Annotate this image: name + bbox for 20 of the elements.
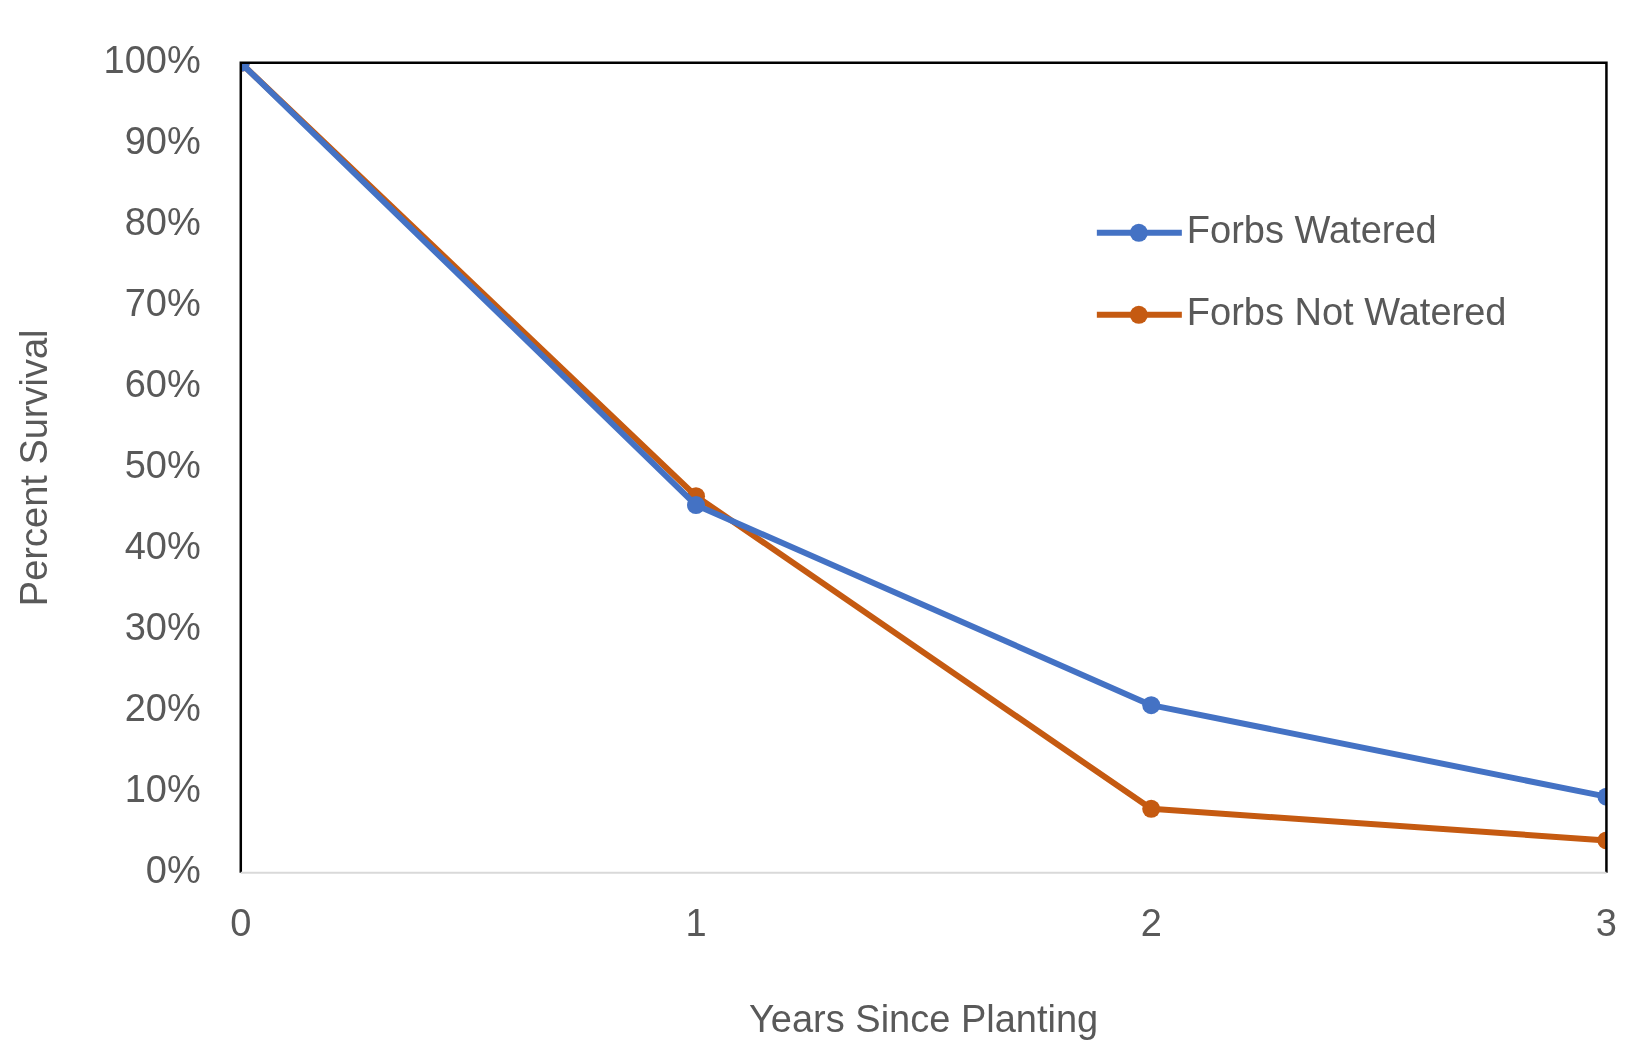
point — [687, 496, 705, 515]
y-tick-label: 20% — [124, 687, 201, 730]
x-tick-label: 0 — [230, 902, 252, 945]
y-tick-label: 0% — [145, 849, 201, 892]
y-tick-label: 10% — [124, 768, 201, 811]
y-axis-title: Percent Survival — [13, 329, 56, 607]
y-tick-label: 30% — [124, 606, 201, 649]
y-tick-label: 100% — [103, 39, 201, 82]
legend-label: Forbs Watered — [1186, 209, 1437, 252]
legend-label: Forbs Not Watered — [1186, 291, 1507, 334]
y-tick-label: 40% — [124, 525, 201, 568]
y-tick-label: 70% — [124, 282, 201, 325]
y-tick-label: 50% — [124, 444, 201, 487]
x-tick-label: 2 — [1140, 902, 1162, 945]
x-axis-title: Years Since Planting — [748, 997, 1099, 1040]
x-tick-label: 1 — [685, 902, 707, 945]
y-tick-label: 60% — [124, 363, 201, 406]
x-tick-label: 3 — [1595, 902, 1617, 945]
y-tick-label: 80% — [124, 201, 201, 244]
y-tick-label: 90% — [124, 120, 201, 163]
